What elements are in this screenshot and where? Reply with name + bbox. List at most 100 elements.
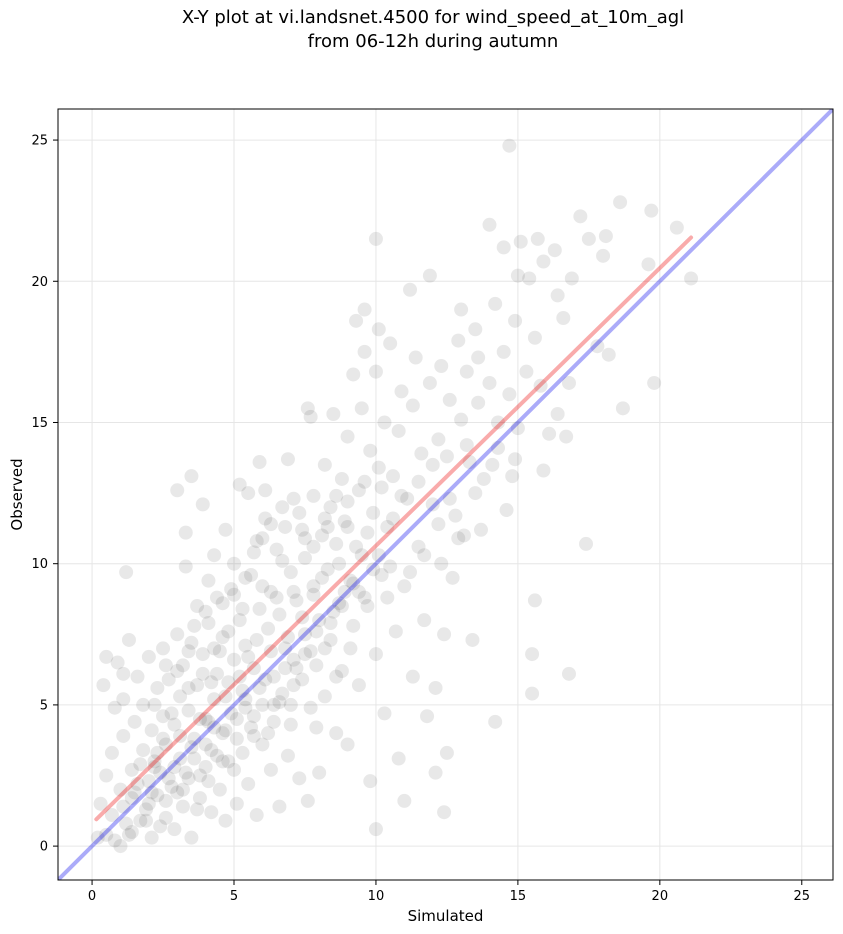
data-point [195,666,210,681]
data-point [334,471,349,486]
data-point [164,706,179,721]
data-point [340,737,355,752]
data-point [508,452,523,467]
data-point [383,336,398,351]
data-point [136,743,151,758]
y-tick-label: 10 [31,557,48,572]
data-point [170,664,185,679]
data-point [212,644,227,659]
data-point [181,644,196,659]
data-point [93,796,108,811]
data-point [158,658,173,673]
data-point [195,497,210,512]
data-point [258,511,273,526]
data-point [221,624,236,639]
data-point [204,743,219,758]
data-point [349,313,364,328]
data-point [303,700,318,715]
data-point [215,630,230,645]
data-point [201,774,216,789]
data-point [184,635,199,650]
data-point [297,627,312,642]
data-point [244,567,259,582]
data-point [437,805,452,820]
data-point [286,652,301,667]
data-point [536,463,551,478]
data-point [295,610,310,625]
data-point [184,740,199,755]
data-point [527,593,542,608]
data-point [385,511,400,526]
data-point [244,720,259,735]
data-point [380,519,395,534]
data-point [368,647,383,662]
data-point [510,268,525,283]
data-point [229,712,244,727]
data-point [473,522,488,537]
data-point [286,678,301,693]
data-point [289,593,304,608]
data-point [258,483,273,498]
data-point [258,672,273,687]
data-point [153,819,168,834]
data-point [502,387,517,402]
data-point [280,452,295,467]
data-point [556,310,571,325]
data-point [542,426,557,441]
data-point [309,658,324,673]
data-point [346,618,361,633]
data-point [292,505,307,520]
data-point [309,720,324,735]
data-point [505,469,520,484]
data-point [349,539,364,554]
data-point [232,669,247,684]
data-point [181,771,196,786]
data-point [519,364,534,379]
data-point [306,488,321,503]
data-point [164,779,179,794]
data-point [178,765,193,780]
data-point [300,793,315,808]
data-point [320,519,335,534]
data-points [90,138,699,854]
y-tick-label: 25 [31,134,48,149]
data-point [312,765,327,780]
data-point [130,669,145,684]
data-point [221,754,236,769]
data-point [295,522,310,537]
data-point [317,641,332,656]
data-point [175,799,190,814]
data-point [579,536,594,551]
data-point [411,539,426,554]
data-point [366,562,381,577]
data-point [297,551,312,566]
data-point [170,483,185,498]
data-point [119,565,134,580]
data-point [522,271,537,286]
data-point [684,271,699,286]
data-point [394,488,409,503]
data-point [561,666,576,681]
data-point [238,692,253,707]
data-point [207,548,222,563]
regression-line [94,235,694,822]
data-point [323,500,338,515]
chart-title: X-Y plot at vi.landsnet.4500 for wind_sp… [0,6,843,54]
data-point [127,714,142,729]
data-point [280,630,295,645]
data-point [340,519,355,534]
data-point [425,497,440,512]
data-point [116,799,131,814]
data-point [391,423,406,438]
data-point [167,760,182,775]
data-point [326,604,341,619]
data-point [297,531,312,546]
data-point [232,477,247,492]
y-axis-label: Observed [8,458,26,530]
data-point [508,313,523,328]
data-point [513,234,528,249]
data-point [275,553,290,568]
data-point [175,782,190,797]
data-point [374,567,389,582]
data-point [263,644,278,659]
